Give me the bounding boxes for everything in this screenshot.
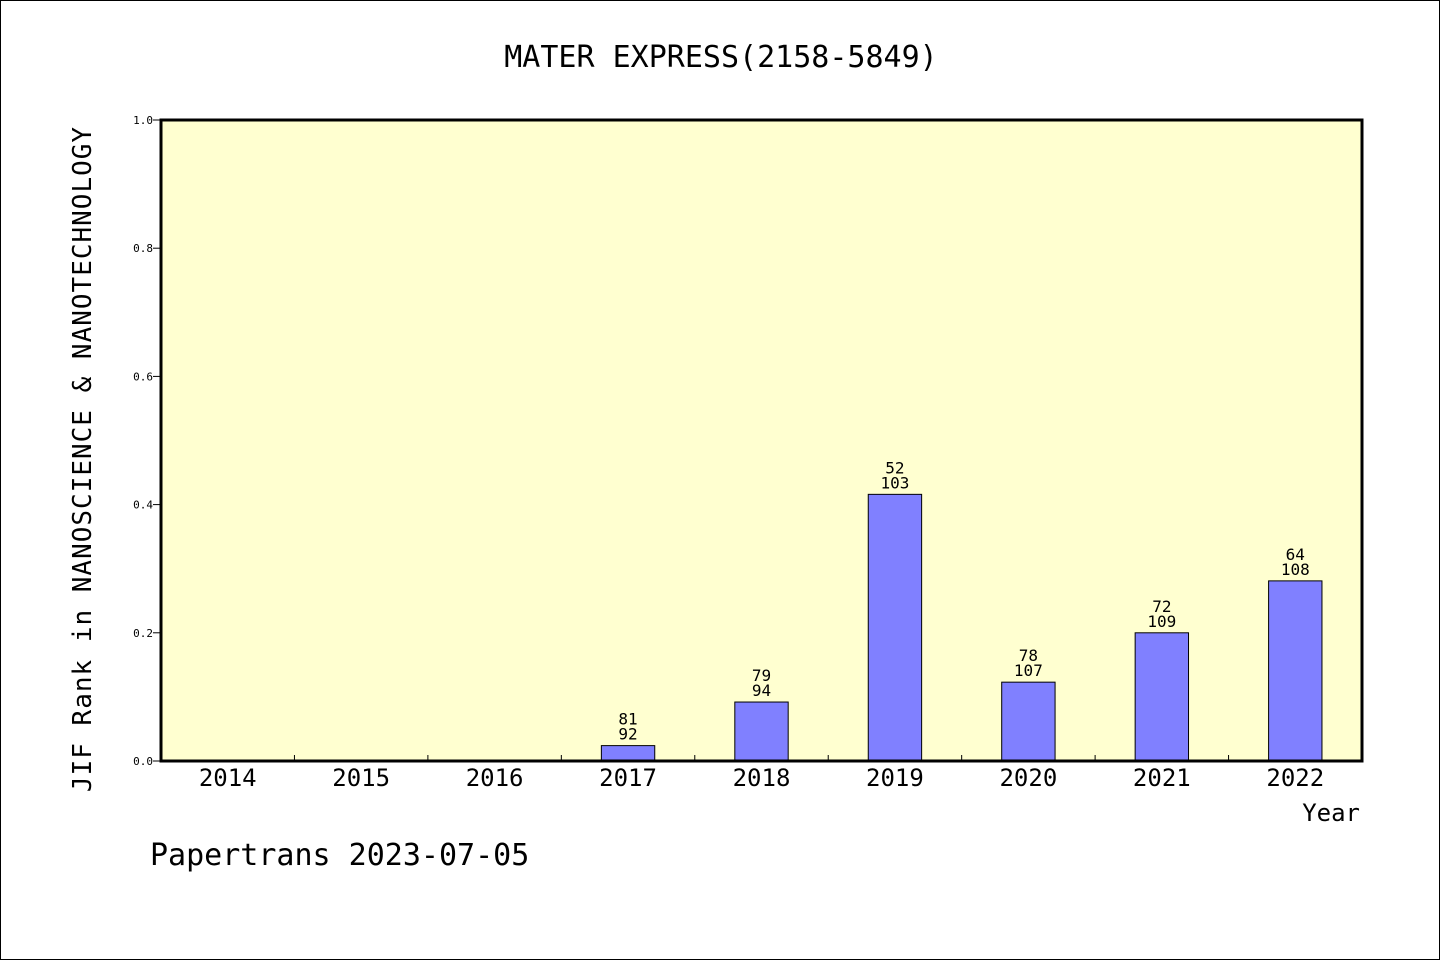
bar-2018	[734, 701, 789, 762]
x-tick-label: 2019	[866, 764, 924, 792]
x-tick-label: 2018	[733, 764, 791, 792]
bar-2020	[1001, 681, 1056, 762]
rank-label: 79	[752, 666, 771, 685]
y-tick-label: 0.6	[133, 370, 153, 383]
rank-label: 52	[885, 458, 904, 477]
chart-title: MATER EXPRESS(2158-5849)	[504, 40, 937, 75]
rank-label: 72	[1152, 597, 1171, 616]
x-tick-label: 2014	[199, 764, 257, 792]
bar-2019	[867, 493, 923, 762]
y-axis-label: JIF Rank in NANOSCIENCE & NANOTECHNOLOGY	[68, 126, 98, 792]
bar-2022	[1268, 580, 1323, 762]
x-tick-label: 2020	[999, 764, 1057, 792]
x-axis-label: Year	[1302, 799, 1360, 827]
total-label: 103	[880, 473, 909, 492]
y-tick-label: 0.8	[133, 242, 153, 255]
rank-label: 78	[1019, 646, 1038, 665]
x-tick-label: 2015	[332, 764, 390, 792]
total-label: 109	[1147, 612, 1176, 631]
bar-2017	[600, 745, 656, 762]
y-tick-label: 0.4	[133, 499, 153, 512]
x-tick-label: 2016	[466, 764, 524, 792]
rank-label: 81	[618, 710, 637, 729]
x-axis: 2014 2015 2016 2017 2018 2019 2020 2021 2022	[199, 755, 1324, 792]
y-axis: 0.0 0.2 0.4 0.6 0.8 1.0	[133, 114, 161, 768]
bar-2021	[1134, 632, 1190, 762]
total-label: 92	[618, 725, 637, 744]
x-tick-label: 2022	[1266, 764, 1324, 792]
plot-border	[159, 118, 1364, 763]
x-tick-label: 2021	[1133, 764, 1191, 792]
total-label: 107	[1014, 661, 1043, 680]
footer-credit: Papertrans 2023-07-05	[150, 838, 529, 873]
x-tick-label: 2017	[599, 764, 657, 792]
y-tick-label: 0.2	[133, 627, 153, 640]
rank-label: 64	[1286, 545, 1305, 564]
y-tick-label: 0.0	[133, 755, 153, 768]
total-label: 108	[1281, 560, 1310, 579]
total-label: 94	[752, 681, 771, 700]
y-tick-label: 1.0	[133, 114, 153, 127]
